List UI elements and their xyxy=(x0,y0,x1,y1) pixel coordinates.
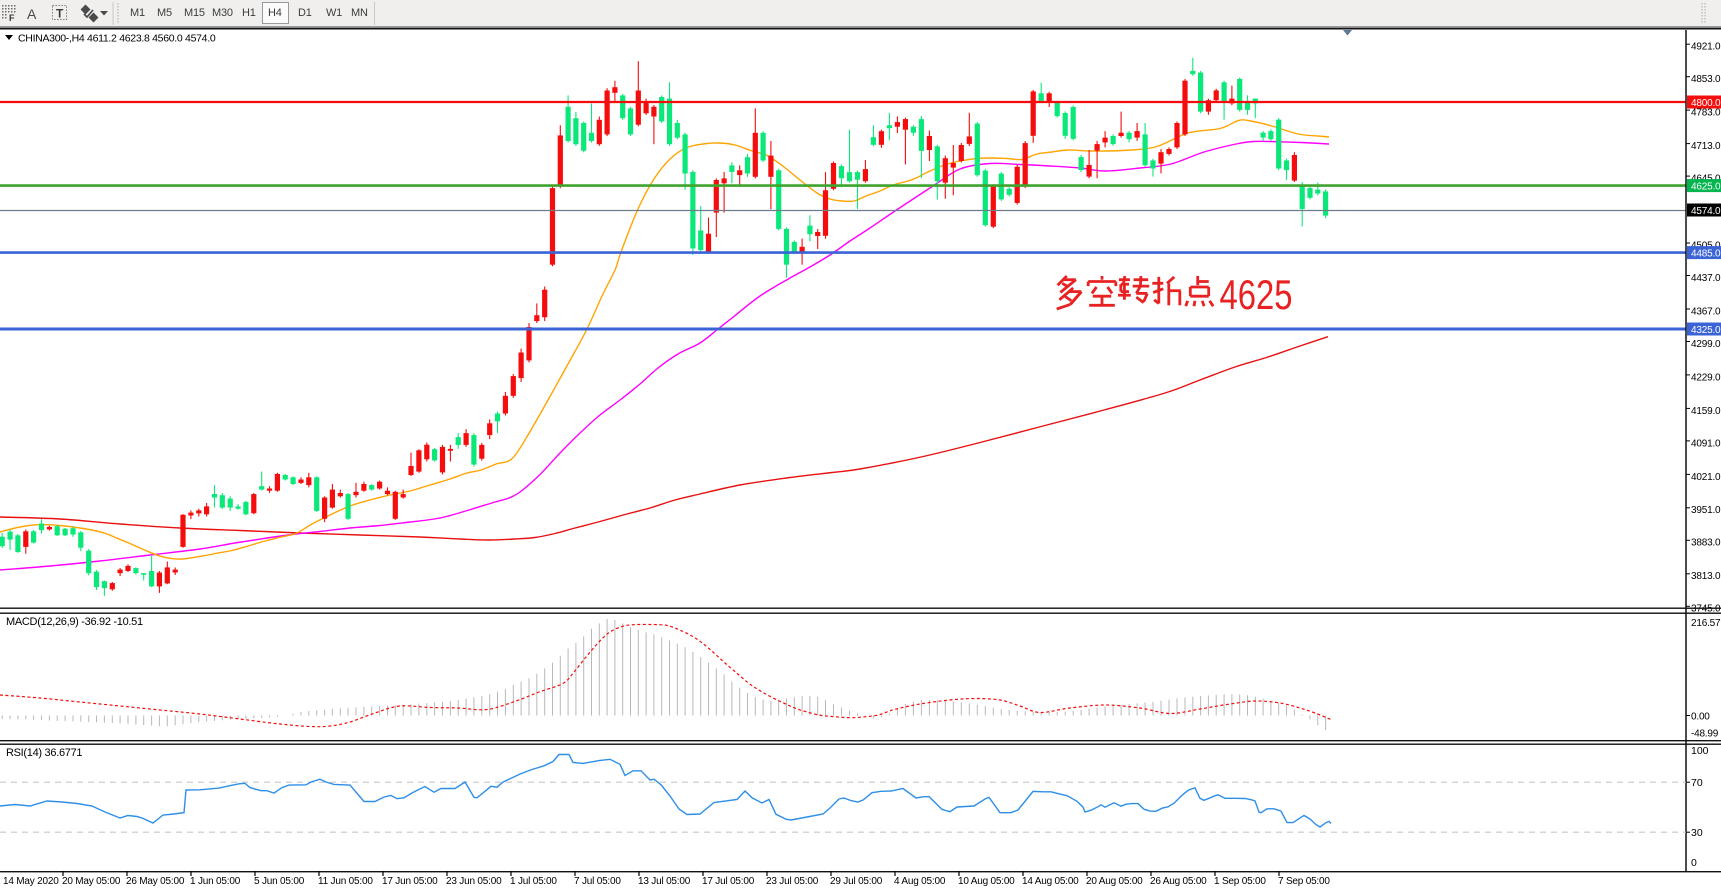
svg-text:T: T xyxy=(56,7,64,21)
svg-text:4574.0: 4574.0 xyxy=(1691,206,1721,217)
svg-text:7 Sep 05:00: 7 Sep 05:00 xyxy=(1278,876,1330,887)
svg-text:4229.0: 4229.0 xyxy=(1691,372,1721,383)
svg-text:14 May 2020: 14 May 2020 xyxy=(3,876,59,887)
svg-text:23 Jun 05:00: 23 Jun 05:00 xyxy=(446,876,502,887)
svg-text:RSI(14) 36.6771: RSI(14) 36.6771 xyxy=(6,747,82,759)
svg-text:3745.0: 3745.0 xyxy=(1691,604,1721,615)
svg-text:7 Jul 05:00: 7 Jul 05:00 xyxy=(574,876,621,887)
svg-text:30: 30 xyxy=(1691,827,1703,839)
svg-text:100: 100 xyxy=(1691,745,1709,757)
svg-text:26 Aug 05:00: 26 Aug 05:00 xyxy=(1150,876,1207,887)
svg-text:4921.0: 4921.0 xyxy=(1691,42,1721,53)
svg-text:20 Aug 05:00: 20 Aug 05:00 xyxy=(1086,876,1143,887)
svg-text:26 May 05:00: 26 May 05:00 xyxy=(126,876,185,887)
svg-text:4505.0: 4505.0 xyxy=(1691,240,1721,251)
svg-text:4645.0: 4645.0 xyxy=(1691,174,1721,185)
svg-text:CHINA300-,H4 4611.2 4623.8 45: CHINA300-,H4 4611.2 4623.8 4560.0 4574.0 xyxy=(18,33,216,45)
svg-text:4437.0: 4437.0 xyxy=(1691,273,1721,284)
svg-text:17 Jun 05:00: 17 Jun 05:00 xyxy=(382,876,438,887)
svg-text:MACD(12,26,9) -36.92 -10.51: MACD(12,26,9) -36.92 -10.51 xyxy=(6,616,143,628)
svg-text:1 Jul 05:00: 1 Jul 05:00 xyxy=(510,876,557,887)
svg-text:70: 70 xyxy=(1691,777,1703,789)
svg-text:4625.0: 4625.0 xyxy=(1691,181,1721,192)
svg-text:4800.0: 4800.0 xyxy=(1691,98,1721,109)
svg-text:13 Jul 05:00: 13 Jul 05:00 xyxy=(638,876,691,887)
svg-text:3951.0: 3951.0 xyxy=(1691,505,1721,516)
svg-text:4159.0: 4159.0 xyxy=(1691,406,1721,417)
svg-text:3813.0: 3813.0 xyxy=(1691,571,1721,582)
svg-text:20 May 05:00: 20 May 05:00 xyxy=(62,876,121,887)
svg-text:14 Aug 05:00: 14 Aug 05:00 xyxy=(1022,876,1079,887)
svg-text:17 Jul 05:00: 17 Jul 05:00 xyxy=(702,876,755,887)
svg-text:216.57: 216.57 xyxy=(1691,618,1721,629)
svg-text:1 Sep 05:00: 1 Sep 05:00 xyxy=(1214,876,1266,887)
svg-text:F: F xyxy=(9,13,15,23)
svg-text:10 Aug 05:00: 10 Aug 05:00 xyxy=(958,876,1015,887)
svg-text:4325.0: 4325.0 xyxy=(1691,325,1721,336)
svg-text:-48.99: -48.99 xyxy=(1691,729,1719,740)
svg-text:A: A xyxy=(27,6,37,22)
svg-text:29 Jul 05:00: 29 Jul 05:00 xyxy=(830,876,883,887)
svg-text:0: 0 xyxy=(1691,857,1697,869)
svg-text:4021.0: 4021.0 xyxy=(1691,472,1721,483)
svg-text:4367.0: 4367.0 xyxy=(1691,306,1721,317)
svg-text:11 Jun 05:00: 11 Jun 05:00 xyxy=(318,876,373,887)
svg-text:4485.0: 4485.0 xyxy=(1691,248,1721,259)
svg-text:1 Jun 05:00: 1 Jun 05:00 xyxy=(190,876,241,887)
svg-text:23 Jul 05:00: 23 Jul 05:00 xyxy=(766,876,819,887)
svg-text:4625: 4625 xyxy=(1220,271,1293,318)
svg-text:4299.0: 4299.0 xyxy=(1691,339,1721,350)
svg-text:5 Jun 05:00: 5 Jun 05:00 xyxy=(254,876,305,887)
svg-text:4713.0: 4713.0 xyxy=(1691,141,1721,152)
svg-text:0.00: 0.00 xyxy=(1691,712,1710,723)
svg-text:4 Aug 05:00: 4 Aug 05:00 xyxy=(894,876,946,887)
svg-text:3883.0: 3883.0 xyxy=(1691,538,1721,549)
svg-text:4091.0: 4091.0 xyxy=(1691,438,1721,449)
svg-text:4783.0: 4783.0 xyxy=(1691,108,1721,119)
svg-text:4853.0: 4853.0 xyxy=(1691,74,1721,85)
